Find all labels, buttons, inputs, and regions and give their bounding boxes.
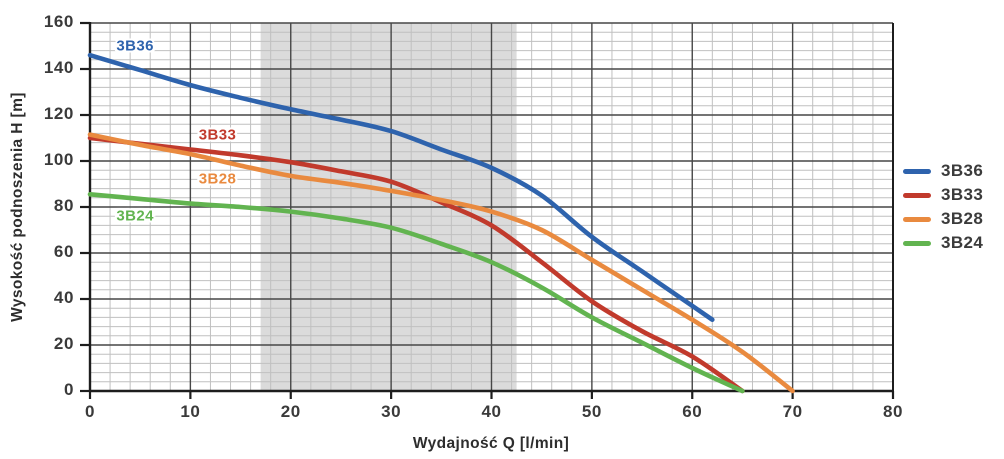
legend-item-3B28: 3B28 — [903, 207, 983, 231]
axes — [80, 21, 895, 399]
legend-swatch — [903, 240, 931, 246]
y-tick-label: 60 — [53, 242, 74, 261]
y-tick-label: 160 — [43, 12, 74, 31]
curve-label-3B24: 3B24 — [116, 207, 154, 225]
curve-label-3B33: 3B33 — [198, 126, 237, 144]
legend-swatch — [903, 216, 931, 222]
y-tick-label: 120 — [43, 104, 74, 123]
curve-label-3B36: 3B36 — [116, 37, 154, 55]
y-tick-label: 80 — [53, 196, 74, 215]
legend-item-3B33: 3B33 — [903, 183, 983, 207]
curve-3B24 — [87, 192, 745, 394]
curve-3B33 — [87, 135, 745, 394]
curve-label-3B28: 3B28 — [198, 170, 237, 188]
legend-swatch — [903, 192, 931, 198]
x-tick-label: 70 — [782, 402, 803, 421]
legend-swatch — [903, 168, 931, 174]
x-tick-label: 60 — [682, 402, 703, 421]
x-tick-label: 10 — [180, 402, 201, 421]
legend-label: 3B36 — [941, 161, 984, 180]
x-tick-label: 40 — [481, 402, 502, 421]
x-tick-label: 50 — [581, 402, 602, 421]
curve-3B36 — [87, 52, 715, 322]
y-tick-label: 20 — [53, 334, 74, 353]
x-tick-label: 20 — [280, 402, 301, 421]
y-tick-label: 0 — [63, 380, 74, 399]
x-tick-label: 30 — [381, 402, 402, 421]
legend-label: 3B24 — [941, 233, 984, 252]
legend-item-3B24: 3B24 — [903, 231, 983, 255]
curve-3B28 — [87, 132, 795, 394]
legend-label: 3B28 — [941, 209, 984, 228]
legend: 3B36 3B33 3B28 3B24 — [903, 159, 983, 255]
x-tick-label: 0 — [84, 402, 96, 421]
y-tick-label: 140 — [43, 58, 74, 77]
legend-item-3B36: 3B36 — [903, 159, 983, 183]
legend-label: 3B33 — [941, 185, 984, 204]
x-axis-title: Wydajność Q [l/min] — [412, 435, 570, 452]
y-tick-label: 40 — [53, 288, 74, 307]
y-tick-label: 100 — [43, 150, 74, 169]
x-tick-label: 80 — [882, 402, 904, 421]
